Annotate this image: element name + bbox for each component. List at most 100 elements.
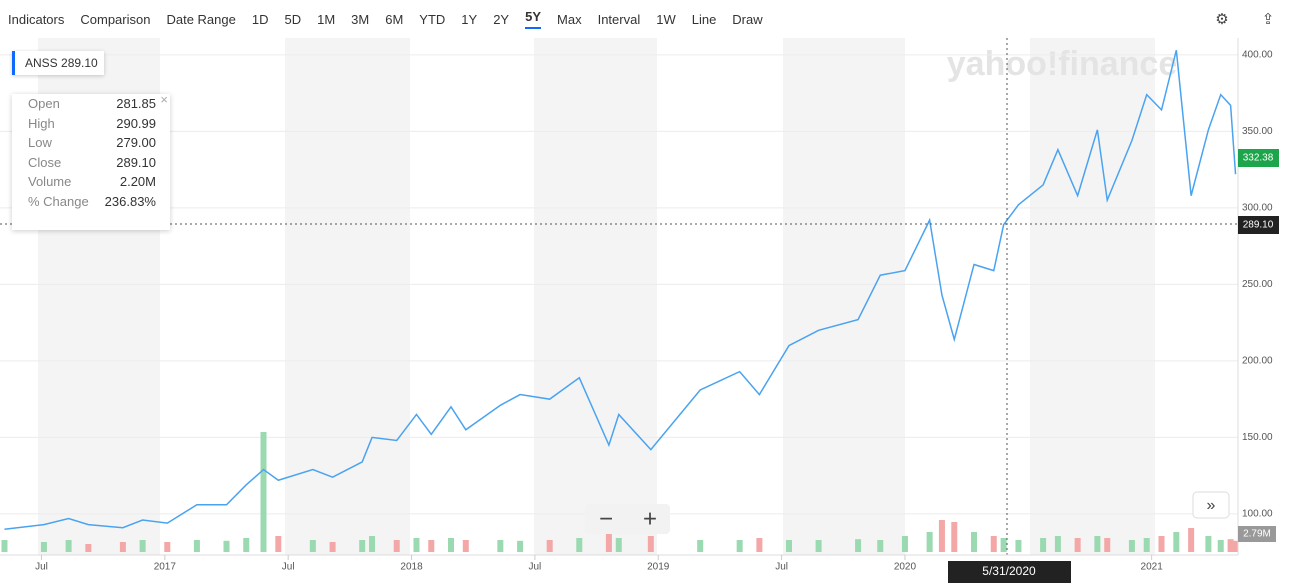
volume-bar <box>1217 540 1224 552</box>
toolbar-item[interactable]: Indicators <box>8 11 65 27</box>
volume-bar <box>576 538 583 552</box>
x-tick-label: Jul <box>775 562 788 573</box>
band <box>783 38 905 555</box>
tooltip-label: Close <box>28 154 62 170</box>
legend-chip[interactable]: ANSS 289.10 <box>12 51 104 75</box>
toolbar-item[interactable]: 5D <box>284 11 302 27</box>
volume-bar <box>193 540 200 552</box>
scroll-button[interactable] <box>1192 491 1230 519</box>
volume-bar <box>1054 536 1061 552</box>
volume-bar <box>605 534 612 552</box>
volume-bar <box>85 544 92 552</box>
volume-bar <box>65 540 72 552</box>
watermark: yahoo!finance <box>947 45 1177 83</box>
volume-bar <box>951 522 958 552</box>
volume-bar <box>1000 538 1007 552</box>
tooltip-row: Close 289.10 <box>12 153 170 173</box>
settings-icon[interactable]: ⚙ <box>1215 11 1228 28</box>
volume-bar <box>369 536 376 552</box>
tooltip-label: Low <box>28 135 52 150</box>
tooltip-value: 279.00 <box>116 135 156 150</box>
band <box>285 38 410 555</box>
volume-bar <box>413 538 420 552</box>
volume-bar <box>926 532 933 552</box>
zoom-in[interactable]: + <box>643 505 657 532</box>
toolbar-item[interactable]: 6M <box>385 11 404 27</box>
toolbar-item[interactable]: 1W <box>656 11 676 27</box>
toolbar-item[interactable]: 5Y <box>525 9 542 29</box>
volume-bar <box>546 540 553 552</box>
toolbar-item[interactable]: Comparison <box>80 11 151 27</box>
share-icon[interactable]: ⇪ <box>1262 11 1275 28</box>
legend-price: 289.10 <box>61 56 98 70</box>
volume-bar <box>938 520 945 552</box>
toolbar-item[interactable]: Date Range <box>166 11 236 27</box>
volume-bar <box>1227 539 1234 552</box>
volume-bar <box>877 540 884 552</box>
tooltip-row: High 290.99 <box>12 114 170 134</box>
volume-bar <box>1158 536 1165 552</box>
zoom-out[interactable]: − <box>599 505 613 532</box>
volume-bar <box>1015 540 1022 552</box>
toolbar-item[interactable]: Max <box>557 11 582 27</box>
x-tick-label: Jul <box>35 562 48 573</box>
y-tick-label: 150.00 <box>1242 432 1273 443</box>
volume-bar <box>393 540 400 552</box>
tooltip-value: 290.99 <box>116 115 156 131</box>
volume-bar <box>855 539 862 552</box>
x-tick-label: 2018 <box>400 562 423 573</box>
tooltip-row: % Change 236.83% <box>12 192 170 212</box>
volume-bar <box>462 540 469 552</box>
crosshair-price-box <box>1238 216 1279 234</box>
volume-bar <box>428 540 435 552</box>
volume-bar <box>119 542 126 552</box>
toolbar-item[interactable]: Draw <box>732 11 763 27</box>
toolbar-item[interactable]: 1M <box>317 11 336 27</box>
tooltip-value: 289.10 <box>116 154 156 170</box>
toolbar-item[interactable]: Interval <box>597 11 641 27</box>
volume-bar <box>243 538 250 552</box>
volume-bar <box>223 540 230 552</box>
volume-bar <box>990 536 997 552</box>
zoom-controls[interactable] <box>585 504 670 534</box>
scroll-icon[interactable]: » <box>1207 497 1216 514</box>
volume-bar <box>1094 536 1101 552</box>
tooltip-label: High <box>28 115 55 131</box>
x-tick-label: 2019 <box>647 562 670 573</box>
volume-bar <box>139 540 146 552</box>
volume-bar <box>448 538 455 552</box>
toolbar-item[interactable]: 3M <box>351 11 370 27</box>
toolbar-item[interactable]: 2Y <box>493 11 510 27</box>
volume-bar <box>164 542 171 552</box>
tooltip-close[interactable]: × <box>160 92 168 107</box>
last-price: 332.38 <box>1243 153 1274 164</box>
volume-bar <box>815 540 822 552</box>
toolbar-item[interactable]: Line <box>691 11 717 27</box>
year-bands <box>38 38 1155 555</box>
volume-bar <box>1074 538 1081 552</box>
y-tick-label: 200.00 <box>1242 356 1273 367</box>
volume-bar <box>1205 536 1212 552</box>
volume-bar <box>647 536 654 552</box>
toolbar-item[interactable]: 1D <box>251 11 269 27</box>
volume-bar <box>517 540 524 552</box>
y-tick-label: 100.00 <box>1242 509 1273 520</box>
volume-bar <box>1173 532 1180 552</box>
tooltip-value: 2.20M <box>119 174 156 189</box>
tooltip: × Open 281.85 High 290.99 Low 279.00 Close 289.1… <box>12 92 170 230</box>
crosshair-date-box <box>948 561 1071 583</box>
x-tick-label: Jul <box>282 562 295 573</box>
tooltip-label: Volume <box>28 174 72 189</box>
tooltip-row: Open 281.85 <box>12 94 170 114</box>
y-tick-label: 400.00 <box>1242 49 1273 60</box>
volume-bar <box>359 540 366 552</box>
volume-bar <box>260 432 267 552</box>
volume-bar <box>756 538 763 552</box>
volume-bar <box>309 540 316 552</box>
volume-bar <box>1143 538 1150 552</box>
toolbar-item[interactable]: 1Y <box>461 11 478 27</box>
toolbar-item[interactable]: YTD <box>419 11 446 27</box>
y-tick-label: 350.00 <box>1242 126 1273 137</box>
